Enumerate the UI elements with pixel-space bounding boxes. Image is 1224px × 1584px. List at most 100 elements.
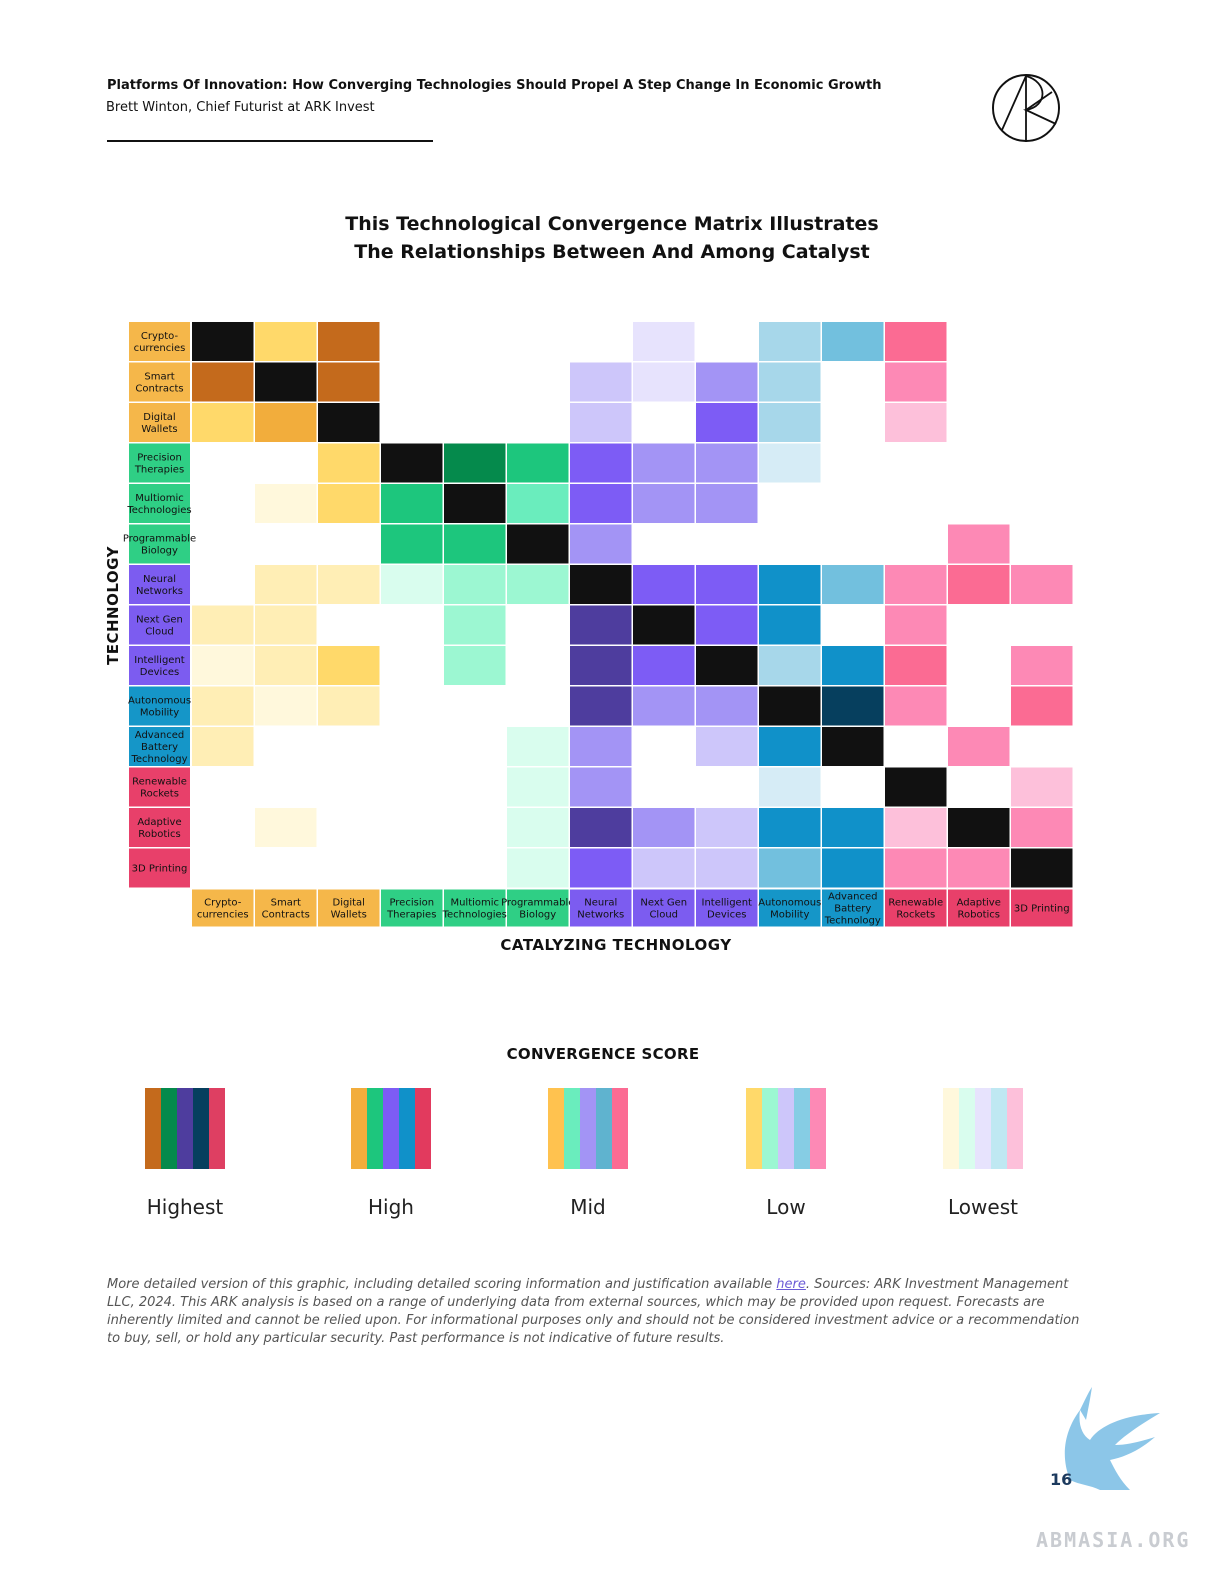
matrix-cell xyxy=(507,443,569,483)
matrix-cell xyxy=(696,808,758,847)
legend-label: Highest xyxy=(146,1195,224,1219)
matrix-cell xyxy=(759,362,821,402)
footnote-link[interactable]: here xyxy=(776,1277,806,1292)
matrix-cell xyxy=(255,403,317,442)
matrix-cell xyxy=(633,808,695,847)
matrix-cell xyxy=(696,403,758,442)
matrix-cell xyxy=(759,443,821,483)
matrix-cell xyxy=(318,443,380,483)
row-label-9: Autonomous Mobility xyxy=(128,686,191,726)
col-label-bg xyxy=(318,889,380,927)
matrix-cell xyxy=(444,565,506,604)
row-label-0: Crypto-currencies xyxy=(129,322,190,361)
legend-swatch-stripe xyxy=(351,1088,367,1169)
legend-swatch-stripe xyxy=(161,1088,177,1169)
matrix-cell xyxy=(885,322,947,361)
col-label-10: Advanced Battery Technology xyxy=(822,889,884,927)
matrix-cell xyxy=(885,565,947,604)
col-label-bg xyxy=(822,889,884,927)
legend-swatch-stripe xyxy=(596,1088,612,1169)
row-label-text: Advanced Battery Technology xyxy=(130,730,187,765)
chart-title-line-1: This Technological Convergence Matrix Il… xyxy=(345,213,879,235)
matrix-cell xyxy=(759,565,821,604)
row-label-bg xyxy=(129,484,190,523)
matrix-cell xyxy=(1011,767,1073,807)
col-label-bg xyxy=(381,889,443,927)
col-label-5: Programmable Biology xyxy=(501,889,574,927)
matrix-cell xyxy=(570,686,632,726)
matrix-cell xyxy=(633,484,695,523)
row-label-1: Smart Contracts xyxy=(129,362,190,402)
matrix-cell xyxy=(759,646,821,685)
convergence-matrix: Crypto-currencies Smart Contracts Digital Wa… xyxy=(104,322,1073,954)
chart-title: This Technological Convergence Matrix Il… xyxy=(0,210,1224,266)
row-label-bg xyxy=(129,565,190,604)
matrix-cell xyxy=(696,605,758,645)
col-label-bg xyxy=(633,889,695,927)
matrix-cell xyxy=(633,443,695,483)
matrix-cell xyxy=(822,727,884,766)
matrix-cell xyxy=(948,808,1010,847)
matrix-cell xyxy=(885,808,947,847)
legend-swatch-stripe xyxy=(580,1088,596,1169)
matrix-cell xyxy=(507,524,569,564)
row-label-text: Crypto-currencies xyxy=(134,331,186,354)
matrix-cell xyxy=(633,646,695,685)
col-label-6: Neural Networks xyxy=(570,889,632,927)
matrix-cell xyxy=(255,808,317,847)
legend-swatch-stripe xyxy=(193,1088,209,1169)
matrix-cell xyxy=(318,322,380,361)
col-label-3: Precision Therapies xyxy=(381,889,443,927)
legend-title: CONVERGENCE SCORE xyxy=(506,1045,700,1063)
legend-swatch-stripe xyxy=(548,1088,564,1169)
row-label-10: Advanced Battery Technology xyxy=(129,727,190,766)
row-label-text: Renewable Rockets xyxy=(132,777,187,800)
legend-swatch xyxy=(746,1088,826,1169)
matrix-cell xyxy=(1011,808,1073,847)
row-label-bg xyxy=(129,848,190,888)
matrix-cell xyxy=(570,605,632,645)
matrix-cell xyxy=(948,727,1010,766)
row-label-bg xyxy=(129,322,190,361)
legend-swatch-stripe xyxy=(209,1088,225,1169)
matrix-cell xyxy=(444,484,506,523)
matrix-cell xyxy=(696,362,758,402)
col-label-bg xyxy=(759,889,821,927)
legend-swatch-stripe xyxy=(943,1088,959,1169)
legend-swatch-stripe xyxy=(367,1088,383,1169)
col-label-text: Intelligent Devices xyxy=(702,898,753,921)
matrix-cell xyxy=(948,848,1010,888)
matrix-cell xyxy=(696,565,758,604)
col-label-1: Smart Contracts xyxy=(255,889,317,927)
matrix-cell xyxy=(759,767,821,807)
matrix-cell xyxy=(696,443,758,483)
row-label-bg xyxy=(129,403,190,442)
matrix-cell xyxy=(759,322,821,361)
matrix-cell xyxy=(570,403,632,442)
col-label-bg xyxy=(570,889,632,927)
col-label-7: Next Gen Cloud xyxy=(633,889,695,927)
griffin-icon xyxy=(1064,1387,1160,1490)
col-label-text: Neural Networks xyxy=(577,898,624,921)
matrix-cell xyxy=(570,767,632,807)
matrix-cell xyxy=(885,646,947,685)
legend-swatch-stripe xyxy=(145,1088,161,1169)
matrix-cell xyxy=(759,403,821,442)
matrix-cell xyxy=(192,362,254,402)
row-label-text: Neural Networks xyxy=(136,574,183,597)
matrix-cell xyxy=(633,848,695,888)
row-label-text: Smart Contracts xyxy=(135,372,183,395)
matrix-cell xyxy=(192,646,254,685)
row-label-11: Renewable Rockets xyxy=(129,767,190,807)
matrix-cell xyxy=(885,403,947,442)
legend-swatch-stripe xyxy=(612,1088,628,1169)
col-label-8: Intelligent Devices xyxy=(696,889,758,927)
legend-swatch-stripe xyxy=(383,1088,399,1169)
footnote: More detailed version of this graphic, i… xyxy=(107,1276,1092,1348)
col-label-text: Smart Contracts xyxy=(262,898,310,921)
row-label-7: Next Gen Cloud xyxy=(129,605,190,645)
legend-swatch-stripe xyxy=(778,1088,794,1169)
matrix-cell xyxy=(885,767,947,807)
row-label-bg xyxy=(129,524,190,564)
col-label-9: Autonomous Mobility xyxy=(758,889,821,927)
